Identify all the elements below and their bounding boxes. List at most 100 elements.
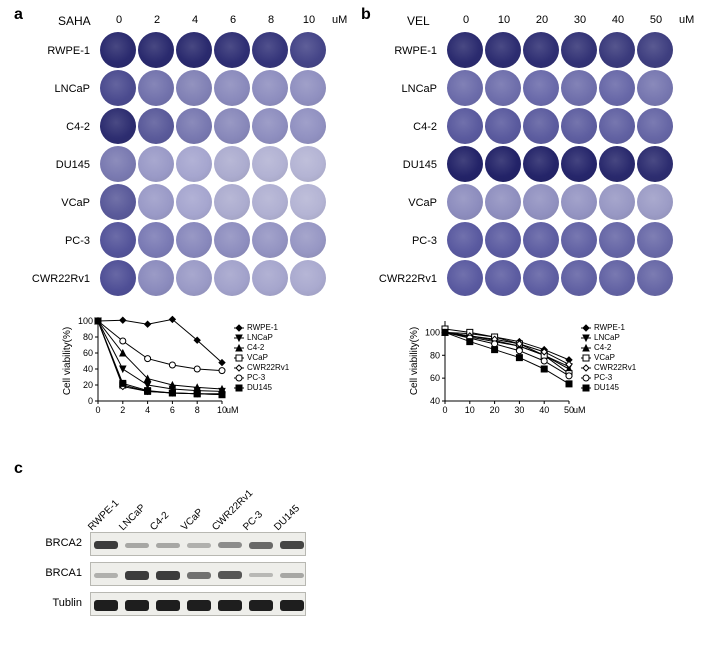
panel-b-rowlabels: RWPE-1LNCaPC4-2DU145VCaPPC-3CWR22Rv1 bbox=[367, 32, 437, 298]
well bbox=[176, 260, 212, 296]
svg-text:0: 0 bbox=[95, 405, 100, 415]
cellline-label: DU145 bbox=[367, 146, 437, 184]
well bbox=[176, 32, 212, 68]
legend-label: RWPE-1 bbox=[594, 323, 625, 333]
well bbox=[252, 184, 288, 220]
wb-band bbox=[249, 600, 273, 611]
well bbox=[637, 260, 673, 296]
conc-label: 6 bbox=[214, 14, 252, 26]
wb-band bbox=[187, 572, 211, 579]
well bbox=[290, 222, 326, 258]
svg-text:20: 20 bbox=[83, 380, 93, 390]
wb-row-label: Tublin bbox=[20, 597, 82, 609]
legend-label: CWR22Rv1 bbox=[247, 363, 289, 373]
wb-band bbox=[249, 573, 273, 577]
well bbox=[214, 32, 250, 68]
well bbox=[138, 70, 174, 106]
legend-item: DU145 bbox=[234, 383, 289, 393]
well bbox=[176, 70, 212, 106]
conc-label: 0 bbox=[100, 14, 138, 26]
legend-item: RWPE-1 bbox=[234, 323, 289, 333]
wb-band bbox=[187, 543, 211, 548]
well bbox=[599, 146, 635, 182]
wb-band bbox=[125, 543, 149, 548]
well bbox=[100, 146, 136, 182]
svg-text:30: 30 bbox=[514, 405, 524, 415]
well bbox=[176, 222, 212, 258]
wb-row-label: BRCA1 bbox=[20, 567, 82, 579]
well bbox=[214, 70, 250, 106]
legend-item: VCaP bbox=[234, 353, 289, 363]
well bbox=[252, 260, 288, 296]
wb-band bbox=[94, 573, 118, 578]
svg-text:8: 8 bbox=[195, 405, 200, 415]
cellline-label: PC-3 bbox=[367, 222, 437, 260]
svg-text:100: 100 bbox=[425, 327, 440, 337]
well bbox=[214, 260, 250, 296]
conc-label: 50 bbox=[637, 14, 675, 26]
well bbox=[485, 260, 521, 296]
legend-label: C4-2 bbox=[247, 343, 264, 353]
well bbox=[138, 146, 174, 182]
well bbox=[523, 146, 559, 182]
well bbox=[523, 108, 559, 144]
well bbox=[599, 70, 635, 106]
well bbox=[561, 184, 597, 220]
cellline-label: LNCaP bbox=[20, 70, 90, 108]
well bbox=[252, 32, 288, 68]
svg-text:60: 60 bbox=[430, 373, 440, 383]
well bbox=[214, 222, 250, 258]
panel-a-chart: 0204060801000246810uMCell viability(%)RW… bbox=[60, 315, 320, 425]
panel-b: b VEL 01020304050 uM RWPE-1LNCaPC4-2DU14… bbox=[355, 0, 709, 440]
svg-text:uM: uM bbox=[226, 405, 239, 415]
svg-text:40: 40 bbox=[539, 405, 549, 415]
wb-band bbox=[218, 542, 242, 548]
well bbox=[523, 32, 559, 68]
svg-text:40: 40 bbox=[430, 396, 440, 406]
well bbox=[252, 146, 288, 182]
legend-item: CWR22Rv1 bbox=[234, 363, 289, 373]
well bbox=[290, 70, 326, 106]
well bbox=[485, 108, 521, 144]
legend-label: DU145 bbox=[247, 383, 272, 393]
cellline-label: CWR22Rv1 bbox=[367, 260, 437, 298]
well bbox=[561, 222, 597, 258]
well bbox=[252, 222, 288, 258]
well bbox=[447, 184, 483, 220]
well bbox=[138, 222, 174, 258]
well bbox=[138, 32, 174, 68]
well bbox=[485, 70, 521, 106]
well bbox=[561, 32, 597, 68]
legend-item: DU145 bbox=[581, 383, 636, 393]
well bbox=[176, 108, 212, 144]
legend-item: C4-2 bbox=[581, 343, 636, 353]
legend-item: VCaP bbox=[581, 353, 636, 363]
legend-item: PC-3 bbox=[234, 373, 289, 383]
wb-row-label: BRCA2 bbox=[20, 537, 82, 549]
legend-label: C4-2 bbox=[594, 343, 611, 353]
well bbox=[100, 260, 136, 296]
well bbox=[485, 146, 521, 182]
panel-a: a SAHA 0246810 uM RWPE-1LNCaPC4-2DU145VC… bbox=[0, 0, 355, 440]
well bbox=[561, 108, 597, 144]
cellline-label: VCaP bbox=[20, 184, 90, 222]
well bbox=[637, 32, 673, 68]
panel-c: c RWPE-1LNCaPC4-2VCaPCWR22Rv1PC-3DU145BR… bbox=[0, 460, 330, 660]
svg-text:60: 60 bbox=[83, 348, 93, 358]
well bbox=[447, 146, 483, 182]
panel-a-wells bbox=[100, 32, 326, 296]
panel-b-drug: VEL bbox=[407, 14, 430, 28]
well bbox=[637, 70, 673, 106]
unit-label: uM bbox=[332, 14, 347, 26]
svg-text:20: 20 bbox=[490, 405, 500, 415]
well bbox=[290, 146, 326, 182]
well bbox=[523, 70, 559, 106]
well bbox=[599, 260, 635, 296]
legend-item: C4-2 bbox=[234, 343, 289, 353]
well bbox=[447, 222, 483, 258]
conc-label: 8 bbox=[252, 14, 290, 26]
well bbox=[485, 184, 521, 220]
wb-band bbox=[187, 600, 211, 611]
svg-text:10: 10 bbox=[465, 405, 475, 415]
panel-a-conc-header: 0246810 uM bbox=[100, 14, 347, 26]
